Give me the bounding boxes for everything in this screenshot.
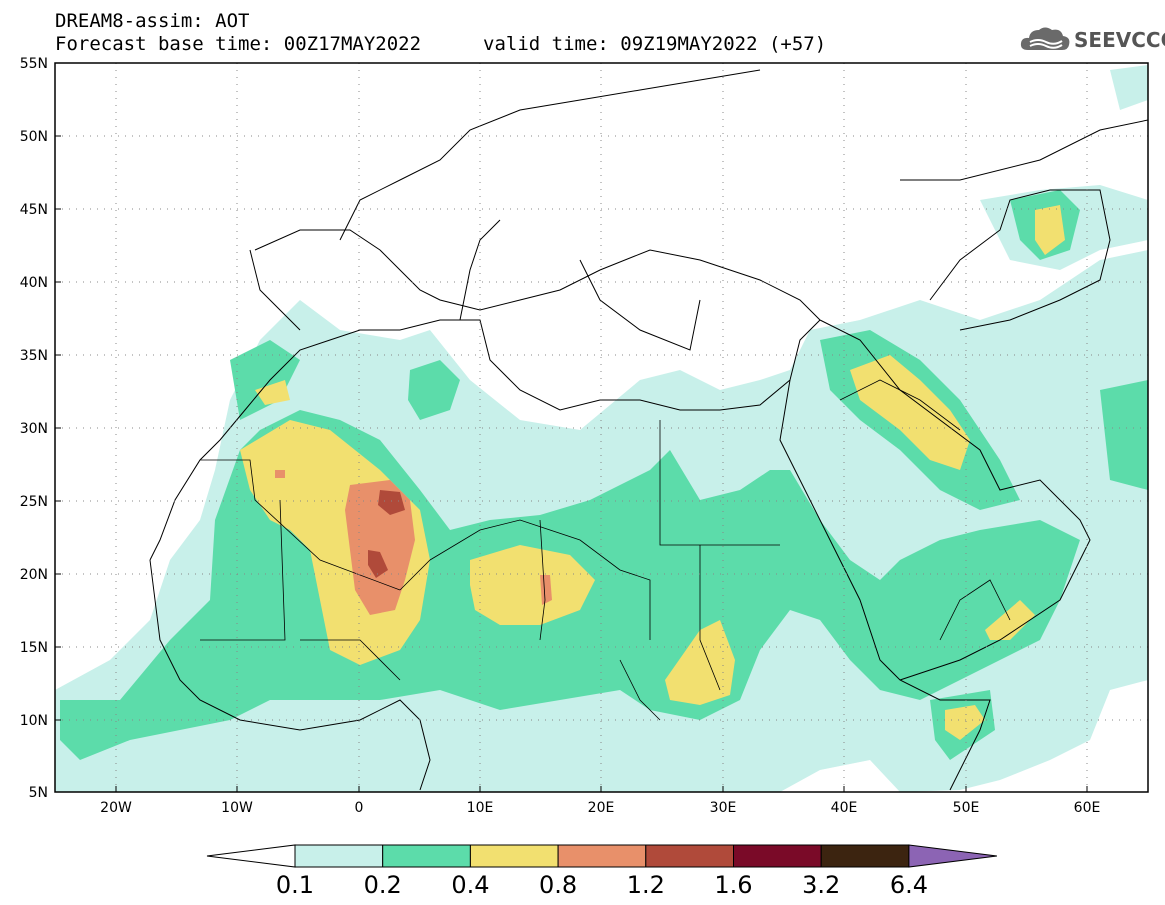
longitude-labels: 20W 10W 0 10E 20E 30E 40E 50E 60E bbox=[100, 800, 1100, 816]
colorbar-cell bbox=[469, 844, 559, 868]
colorbar-label: 6.4 bbox=[890, 871, 928, 899]
colorbar-label: 0.1 bbox=[276, 871, 314, 899]
latitude-labels: 5N 10N 15N 20N 25N 30N 35N 40N 45N 50N 5… bbox=[20, 56, 48, 801]
colorbar-label: 1.2 bbox=[627, 871, 665, 899]
lat-label: 35N bbox=[20, 348, 48, 364]
lat-label: 40N bbox=[20, 275, 48, 291]
lat-label: 50N bbox=[20, 129, 48, 145]
lon-label: 20W bbox=[100, 800, 132, 816]
colorbar-cells bbox=[294, 844, 997, 868]
logo-text: SEEVCCC bbox=[1074, 28, 1165, 52]
colorbar-labels: 0.1 0.2 0.4 0.8 1.2 1.6 3.2 6.4 bbox=[276, 871, 928, 899]
colorbar-cell bbox=[820, 844, 910, 868]
colorbar-label: 0.4 bbox=[451, 871, 489, 899]
lat-label: 55N bbox=[20, 56, 48, 72]
aot-field bbox=[55, 63, 1148, 792]
aot-level-0.8 bbox=[275, 470, 552, 615]
base-time-text: Forecast base time: 00Z17MAY2022 bbox=[55, 33, 422, 55]
valid-time-text: valid time: 09Z19MAY2022 (+57) bbox=[483, 33, 827, 55]
colorbar-cell bbox=[382, 844, 471, 868]
colorbar: 0.1 0.2 0.4 0.8 1.2 1.6 3.2 6.4 bbox=[206, 844, 997, 899]
lat-label: 45N bbox=[20, 202, 48, 218]
country-borders bbox=[200, 379, 1011, 721]
colorbar-label: 3.2 bbox=[802, 871, 840, 899]
lat-label: 10N bbox=[20, 713, 48, 729]
lon-label: 40E bbox=[831, 800, 858, 816]
forecast-base-time: Forecast base time: 00Z17MAY2022 valid ti… bbox=[55, 33, 826, 55]
colorbar-label: 1.6 bbox=[714, 871, 752, 899]
lon-label: 30E bbox=[710, 800, 737, 816]
lon-label: 50E bbox=[953, 800, 980, 816]
lon-label: 0 bbox=[355, 800, 364, 816]
colorbar-cell bbox=[733, 844, 822, 868]
colorbar-cell bbox=[645, 844, 734, 868]
cloud-icon bbox=[1020, 27, 1070, 50]
lat-label: 25N bbox=[20, 494, 48, 510]
coastlines bbox=[149, 69, 1148, 791]
lon-label: 60E bbox=[1074, 800, 1101, 816]
lat-label: 15N bbox=[20, 640, 48, 656]
lat-label: 5N bbox=[29, 785, 48, 801]
lon-label: 10W bbox=[221, 800, 253, 816]
lon-label: 10E bbox=[467, 800, 494, 816]
colorbar-cell bbox=[557, 844, 647, 868]
aot-level-1.2 bbox=[368, 490, 405, 578]
lon-label: 20E bbox=[588, 800, 615, 816]
lat-label: 30N bbox=[20, 421, 48, 437]
map-title: DREAM8-assim: AOT bbox=[55, 10, 250, 32]
colorbar-under-triangle bbox=[206, 844, 296, 868]
colorbar-cell bbox=[294, 844, 384, 868]
seevccc-logo: SEEVCCC bbox=[1018, 24, 1165, 56]
colorbar-label: 0.2 bbox=[364, 871, 402, 899]
map-grid bbox=[55, 63, 1148, 792]
lat-label: 20N bbox=[20, 567, 48, 583]
axis-ticks bbox=[55, 62, 1088, 793]
colorbar-label: 0.8 bbox=[539, 871, 577, 899]
colorbar-over-triangle bbox=[908, 844, 997, 868]
